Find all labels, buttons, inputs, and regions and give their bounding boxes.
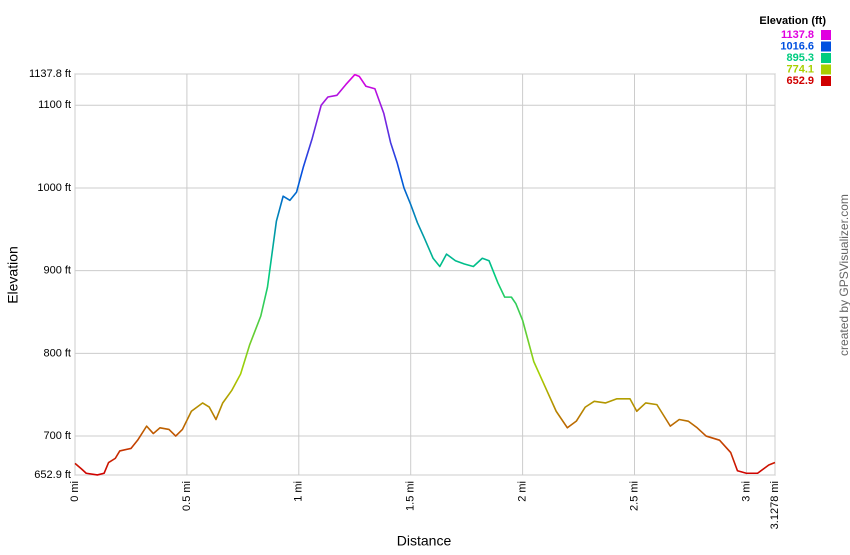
y-tick-label: 652.9 ft <box>34 469 71 481</box>
credit: created by GPSVisualizer.com <box>837 194 850 356</box>
legend-label: 1137.8 <box>781 29 814 41</box>
legend-label: 895.3 <box>786 52 814 64</box>
y-tick-label: 1000 ft <box>37 182 71 194</box>
x-tick-label: 3.1278 mi <box>769 481 781 529</box>
x-tick-label: 0.5 mi <box>181 481 193 511</box>
legend-label: 774.1 <box>786 63 814 75</box>
elevation-line <box>74 73 776 476</box>
plot-area <box>74 73 776 476</box>
x-tick-label: 3 mi <box>740 481 752 502</box>
legend-title: Elevation (ft) <box>759 15 826 27</box>
legend-label: 1016.6 <box>780 40 814 52</box>
y-tick-label: 1137.8 ft <box>29 68 71 80</box>
legend-label: 652.9 <box>786 75 814 87</box>
y-tick-label: 1100 ft <box>38 99 71 111</box>
legend-swatch <box>821 30 831 40</box>
x-tick-label: 1.5 mi <box>405 481 417 511</box>
y-tick-label: 700 ft <box>43 430 71 442</box>
x-axis-label: Distance <box>397 533 452 549</box>
x-tick-label: 1 mi <box>293 481 305 502</box>
legend-swatch <box>821 41 831 52</box>
y-axis-label: Elevation <box>5 246 21 304</box>
x-tick-label: 2.5 mi <box>628 481 640 511</box>
x-tick-label: 2 mi <box>517 481 529 502</box>
legend-swatch <box>821 53 831 63</box>
x-tick-label: 0 mi <box>69 481 81 502</box>
legend-swatch <box>821 64 831 75</box>
y-tick-label: 900 ft <box>43 265 71 277</box>
y-tick-label: 800 ft <box>43 347 71 359</box>
legend-swatch <box>821 76 831 86</box>
